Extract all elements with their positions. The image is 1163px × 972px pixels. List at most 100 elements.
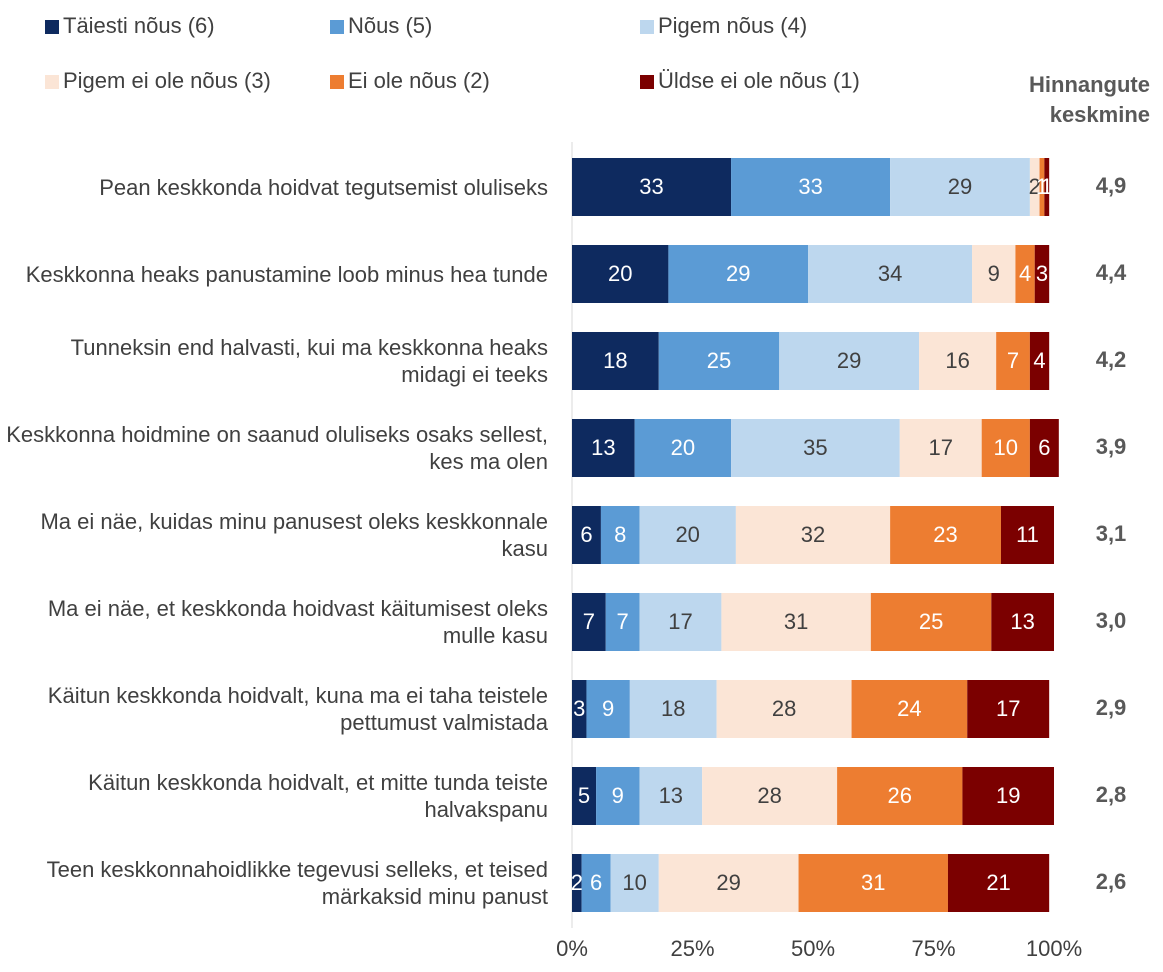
legend-label: Täiesti nõus (6) (63, 13, 215, 38)
data-label: 29 (716, 870, 740, 895)
bar-segment (572, 680, 587, 738)
bar-segment (596, 767, 640, 825)
bar-segment (634, 419, 732, 477)
data-label: 2 (571, 870, 583, 895)
data-label: 17 (996, 696, 1020, 721)
data-label: 24 (897, 696, 921, 721)
legend-label: Nõus (5) (348, 13, 432, 38)
bar-segment (731, 158, 891, 216)
bar-segment (629, 680, 717, 738)
bar-segment (702, 767, 838, 825)
bar-segment (981, 419, 1030, 477)
x-tick-label: 100% (1026, 936, 1082, 961)
bar-segment (779, 332, 920, 390)
bar-segment (581, 854, 611, 912)
bar-segment (1034, 245, 1050, 303)
data-label: 23 (933, 522, 957, 547)
data-label: 6 (580, 522, 592, 547)
bar-segment (1029, 158, 1040, 216)
legend-swatch (330, 20, 344, 34)
bar-segment (610, 854, 659, 912)
data-label: 18 (603, 348, 627, 373)
legend-swatch (45, 75, 59, 89)
data-label: 9 (602, 696, 614, 721)
data-label: 31 (784, 609, 808, 634)
data-label: 13 (1010, 609, 1034, 634)
data-label: 16 (945, 348, 969, 373)
category-label: Keskkonna hoidmine on saanud oluliseks o… (6, 422, 548, 474)
data-label: 2 (1029, 174, 1041, 199)
data-label: 21 (986, 870, 1010, 895)
category-label: Teen keskkonnahoidlikke tegevusi selleks… (46, 857, 548, 909)
bar-segment (837, 767, 963, 825)
data-label: 17 (928, 435, 952, 460)
data-label: 6 (1038, 435, 1050, 460)
bar-segment (1029, 332, 1050, 390)
bar-segment (586, 680, 630, 738)
data-label: 19 (996, 783, 1020, 808)
bar-segment (572, 767, 597, 825)
data-label: 29 (726, 261, 750, 286)
bar-segment (972, 245, 1016, 303)
bar-segment (1039, 158, 1045, 216)
data-label: 29 (948, 174, 972, 199)
mean-value: 2,8 (1096, 782, 1127, 807)
bar-segment (572, 854, 582, 912)
bar-segment (639, 767, 703, 825)
legend-label: Pigem nõus (4) (658, 13, 807, 38)
mean-value: 3,0 (1096, 608, 1127, 633)
bar-segment (919, 332, 997, 390)
data-label: 6 (590, 870, 602, 895)
data-label: 13 (659, 783, 683, 808)
legend-label: Pigem ei ole nõus (3) (63, 68, 271, 93)
data-label: 10 (622, 870, 646, 895)
bar-segment (731, 419, 900, 477)
data-label: 33 (798, 174, 822, 199)
data-label: 35 (803, 435, 827, 460)
mean-value: 4,2 (1096, 347, 1127, 372)
bar-segment (870, 593, 992, 651)
bar-segment (572, 158, 732, 216)
data-label: 20 (675, 522, 699, 547)
category-label: Ma ei näe, kuidas minu panusest oleks ke… (40, 509, 548, 561)
data-label: 10 (994, 435, 1018, 460)
data-label: 3 (573, 696, 585, 721)
bar-segment (668, 245, 809, 303)
legend-swatch (330, 75, 344, 89)
x-tick-label: 25% (670, 936, 714, 961)
legend-label: Üldse ei ole nõus (1) (658, 68, 860, 93)
data-label: 25 (707, 348, 731, 373)
data-label: 17 (668, 609, 692, 634)
mean-value: 2,9 (1096, 695, 1127, 720)
bar-segment (967, 680, 1050, 738)
data-label: 11 (1016, 522, 1039, 547)
means-title: Hinnangute keskmine (1029, 72, 1150, 127)
category-label: Käitun keskkonda hoidvalt, et mitte tund… (88, 770, 548, 822)
category-label: Keskkonna heaks panustamine loob minus h… (25, 261, 548, 287)
bar-segment (991, 593, 1054, 651)
mean-value: 3,1 (1096, 521, 1127, 546)
legend-swatch (640, 20, 654, 34)
data-label: 7 (616, 609, 628, 634)
bar-segment (798, 854, 948, 912)
data-label: 26 (888, 783, 912, 808)
data-label: 1 (1041, 174, 1053, 199)
bar-segment (996, 332, 1030, 390)
data-label: 29 (837, 348, 861, 373)
data-label: 9 (988, 261, 1000, 286)
bar-segment (605, 593, 640, 651)
data-label: 7 (1007, 348, 1019, 373)
bar-segment (947, 854, 1050, 912)
data-label: 28 (757, 783, 781, 808)
data-label: 20 (608, 261, 632, 286)
bar-segment (1044, 158, 1050, 216)
category-label: Ma ei näe, et keskkonda hoidvast käitumi… (47, 596, 548, 648)
bar-segment (600, 506, 640, 564)
mean-value: 4,4 (1096, 260, 1127, 285)
legend-label: Ei ole nõus (2) (348, 68, 490, 93)
bar-segment (1015, 245, 1035, 303)
legend-swatch (640, 75, 654, 89)
data-label: 8 (614, 522, 626, 547)
data-label: 4 (1019, 261, 1031, 286)
